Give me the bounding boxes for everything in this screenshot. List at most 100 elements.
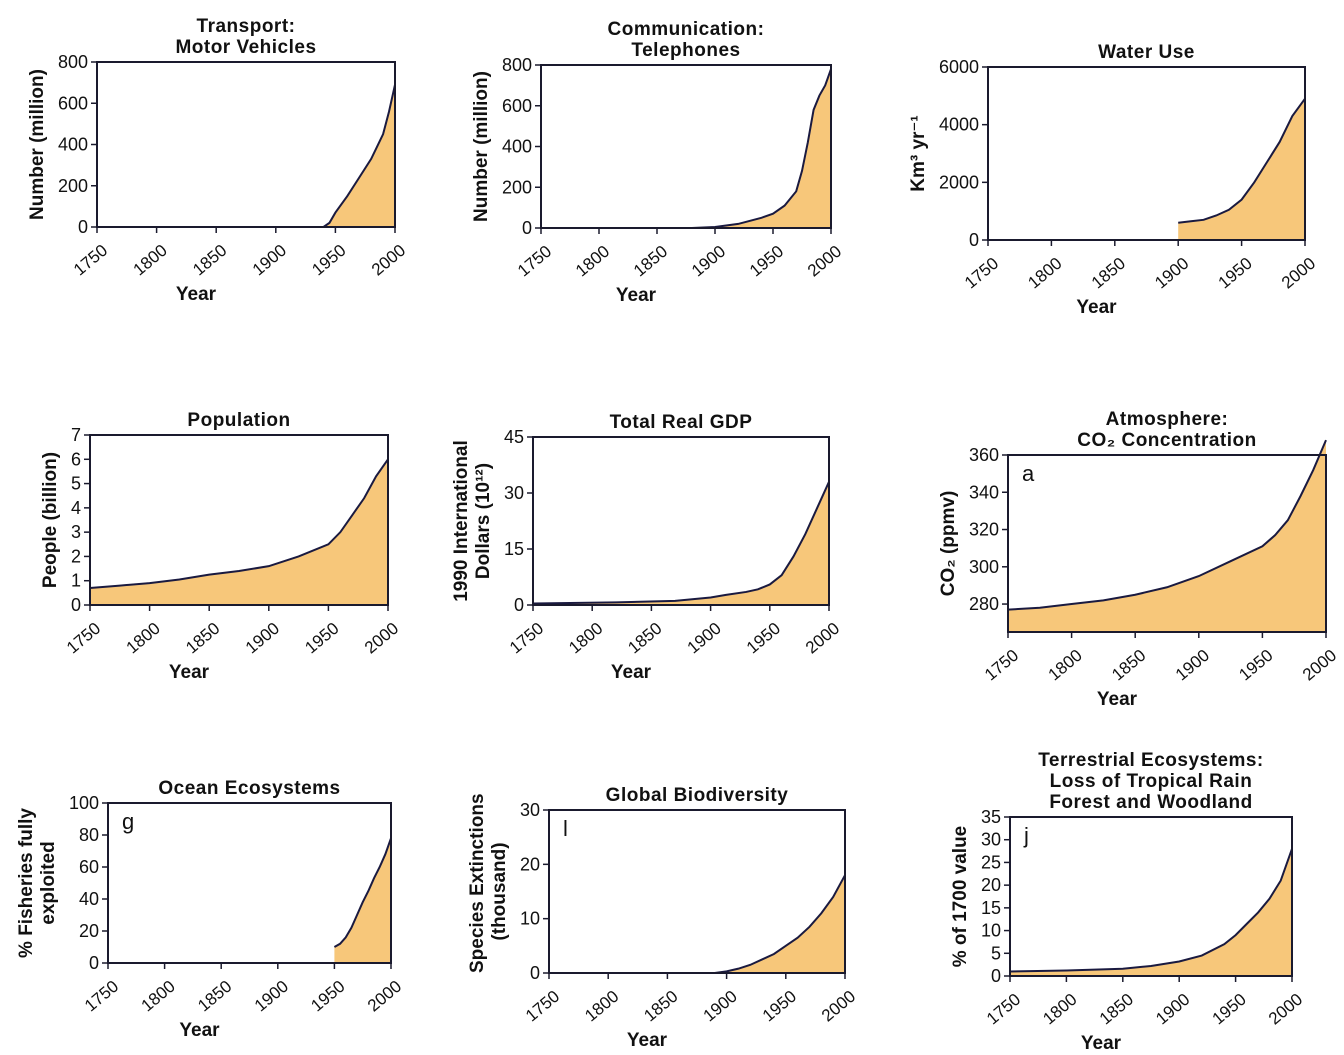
chart-ocean: 0 20 40 60 80 100 1750 1800 1850 1900 1950 2000 Ocea… [0,0,448,1051]
series-line [333,837,392,948]
y-tick-label: 2000 [939,172,979,192]
y-tick-label: 0 [522,218,532,238]
series-area [334,838,391,963]
y-tick-label: 400 [58,135,88,155]
y-tick-label: 7 [71,425,81,445]
chart-title: Total Real GDP [533,412,829,433]
chart-title-line: Communication: [607,19,765,40]
y-tick-label: 600 [502,96,532,116]
y-tick-label: 5 [71,474,81,494]
plot-frame [548,809,846,974]
y-tick-label: 0 [514,595,524,615]
y-axis-title: % of 1700 value [950,817,972,976]
plot-frame [987,66,1306,241]
y-tick-label: 35 [981,807,1001,827]
chart-title: Communication: Telephones [541,19,831,61]
plot-frame [89,434,389,606]
chart-title: Atmosphere: CO₂ Concentration [1008,409,1326,451]
y-axis-title-line: % of 1700 value [950,825,971,968]
chart-title-line: Global Biodiversity [605,785,789,806]
y-tick-label: 200 [58,176,88,196]
chart-population: 0 1 2 3 4 5 6 7 1750 1800 1850 1900 1950 2000 Populati… [0,0,448,690]
y-tick-label: 600 [58,93,88,113]
y-tick-label: 400 [502,137,532,157]
x-axis-title: Year [615,285,657,306]
y-tick-label: 60 [79,857,99,877]
panel-letter: l [563,816,568,841]
x-axis-title: Year [1076,297,1117,318]
y-tick-label: 45 [504,427,524,447]
chart-gdp: 0 15 30 45 1750 1800 1850 1900 1950 2000 Total Rea… [0,0,900,690]
x-axis-title: Year [175,284,217,305]
y-tick-label: 320 [969,520,999,540]
series-area [533,481,829,605]
y-tick-label: 2 [71,546,81,566]
chart-title: Transport: Motor Vehicles [97,16,395,58]
y-tick-label: 800 [502,55,532,75]
panel-letter: a [1022,461,1035,486]
chart-title-line: Forest and Woodland [1049,792,1253,813]
chart-transport: 0 200 400 600 800 1750 1800 1850 1900 1950 2000 Tra… [0,0,448,330]
y-tick-label: 80 [79,825,99,845]
y-tick-label: 1 [71,571,81,591]
panel-letter: g [122,809,135,834]
y-tick-label: 30 [504,483,524,503]
chart-telephones: 0 200 400 600 800 1750 1800 1850 1900 1950 2000 Com… [0,0,900,330]
x-axis-title: Year [168,662,210,683]
plot-frame [1007,454,1327,633]
plot-frame [1009,816,1293,977]
y-tick-label: 360 [969,445,999,465]
y-tick-label: 200 [502,177,532,197]
series-area [97,84,395,227]
chart-title: Global Biodiversity [549,785,845,806]
series-line [549,874,846,974]
y-tick-label: 4 [71,498,81,518]
x-tick-label: 1950 [1209,990,1250,1029]
plot-frame [532,436,830,606]
x-tick-label: 1900 [1152,990,1193,1029]
y-tick-label: 0 [991,966,1001,986]
y-tick-label: 0 [89,953,99,973]
x-axis-title: Year [626,1030,668,1051]
y-tick-label: 3 [71,522,81,542]
x-tick-label: 1750 [983,990,1024,1029]
series-area [1008,440,1326,632]
y-tick-label: 4000 [939,115,979,135]
y-tick-label: 20 [520,854,540,874]
chart-title-line: Terrestrial Ecosystems: [1038,750,1264,771]
x-axis-title: Year [610,662,652,683]
y-tick-label: 15 [504,539,524,559]
y-tick-label: 6000 [939,57,979,77]
chart-title-line: Water Use [1098,42,1195,63]
chart-title-line: Loss of Tropical Rain [1049,771,1253,792]
chart-title-line: Telephones [631,40,741,61]
chart-title: Terrestrial Ecosystems: Loss of Tropical … [1010,750,1292,813]
series-line [1009,848,1293,973]
series-area [549,875,845,973]
y-tick-label: 800 [58,52,88,72]
series-line [532,481,830,605]
panel-letter: j [1024,823,1029,848]
y-tick-label: 25 [981,852,1001,872]
y-tick-label: 0 [78,217,88,237]
chart-title-line: Atmosphere: [1105,409,1229,430]
y-tick-label: 30 [981,830,1001,850]
y-tick-label: 20 [981,875,1001,895]
series-line [1178,98,1306,224]
series-line [1007,439,1327,611]
chart-title-line: Motor Vehicles [175,37,317,58]
y-tick-label: 280 [969,594,999,614]
chart-title-line: CO₂ Concentration [1077,430,1257,451]
y-tick-label: 0 [969,230,979,250]
chart-title-line: Ocean Ecosystems [158,778,341,799]
y-tick-label: 100 [69,793,99,813]
y-tick-label: 0 [530,963,540,983]
